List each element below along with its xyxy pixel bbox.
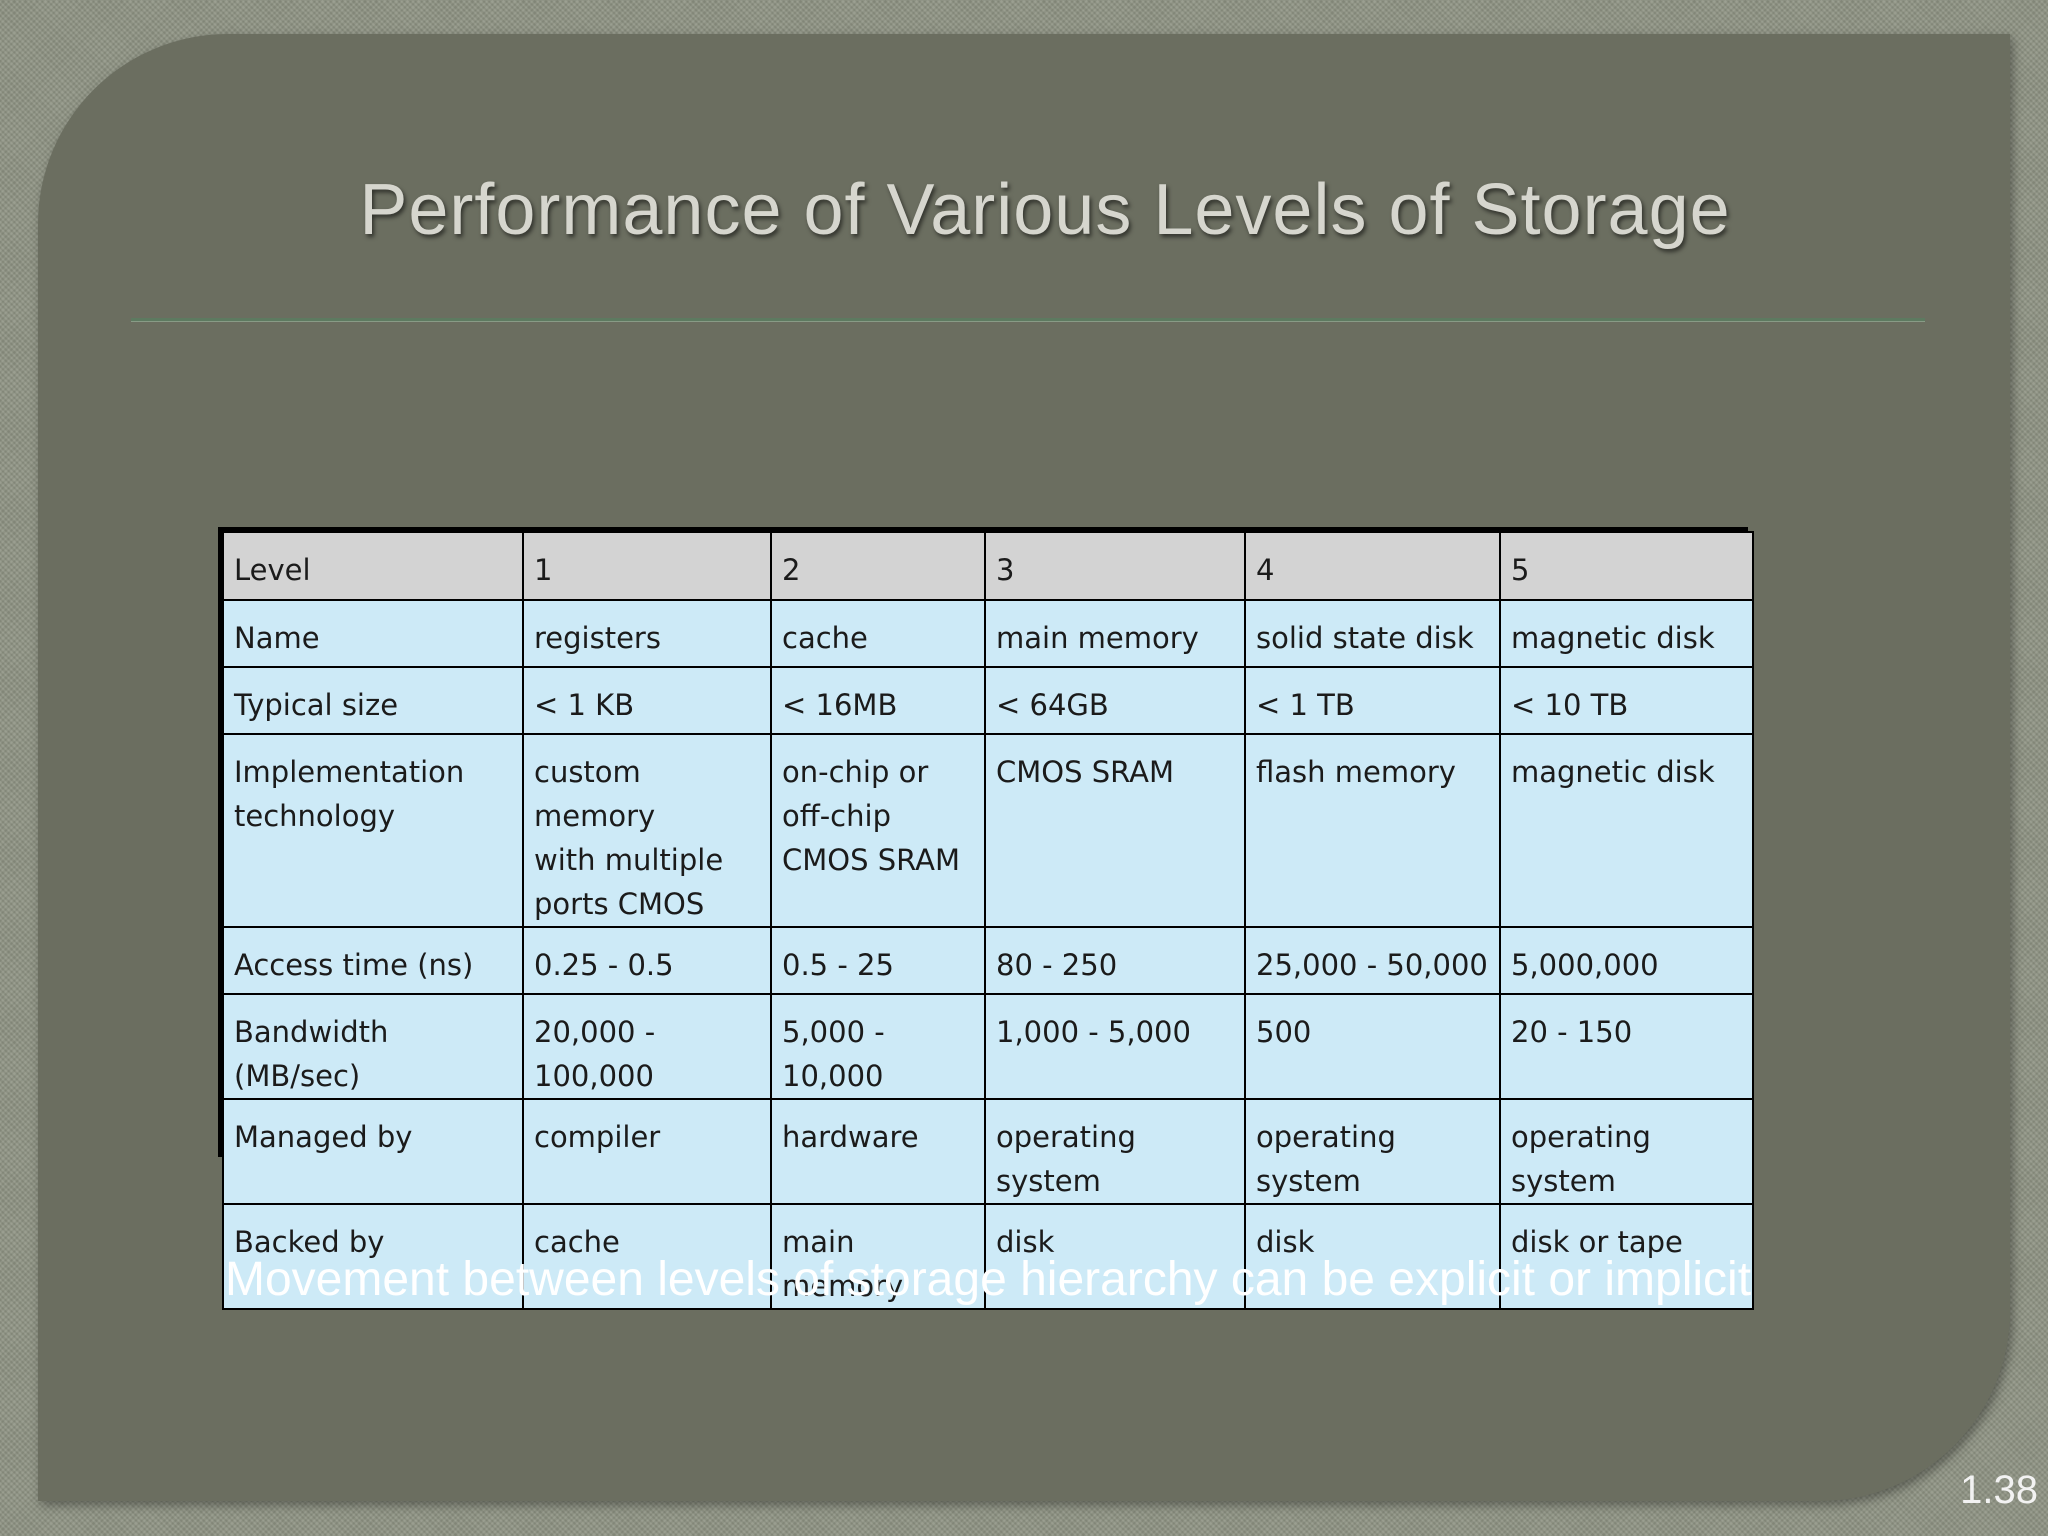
row-label-cell: Bandwidth (MB/sec) bbox=[222, 993, 524, 1100]
table-cell: 80 - 250 bbox=[984, 926, 1246, 995]
row-label-cell: Name bbox=[222, 599, 524, 668]
table-cell: disk bbox=[984, 1203, 1246, 1310]
table-cell: hardware bbox=[770, 1098, 986, 1205]
table-cell: 20,000 - 100,000 bbox=[522, 993, 772, 1100]
table-cell: operating system bbox=[984, 1098, 1246, 1205]
table-cell: operating system bbox=[1244, 1098, 1501, 1205]
table-cell: 5,000,000 bbox=[1499, 926, 1754, 995]
table-cell: solid state disk bbox=[1244, 599, 1501, 668]
table-cell: cache bbox=[770, 599, 986, 668]
table-row: Implementation technology custom memory … bbox=[222, 733, 1754, 928]
table-cell: operating system bbox=[1499, 1098, 1754, 1205]
row-label-cell: Implementation technology bbox=[222, 733, 524, 928]
table-row: Typical size < 1 KB < 16MB < 64GB < 1 TB… bbox=[222, 666, 1754, 735]
table-cell: flash memory bbox=[1244, 733, 1501, 928]
footnote-text: Movement between levels of storage hiera… bbox=[225, 1253, 1752, 1306]
table-cell: main memory bbox=[770, 1203, 986, 1310]
header-cell: 3 bbox=[984, 531, 1246, 601]
table-cell: compiler bbox=[522, 1098, 772, 1205]
storage-performance-table: Level 1 2 3 4 5 Name registers cache mai… bbox=[222, 531, 1754, 1310]
table-header-row: Level 1 2 3 4 5 bbox=[222, 531, 1754, 601]
table-cell: registers bbox=[522, 599, 772, 668]
table-cell: < 16MB bbox=[770, 666, 986, 735]
table-cell: 25,000 - 50,000 bbox=[1244, 926, 1501, 995]
storage-table-frame: Level 1 2 3 4 5 Name registers cache mai… bbox=[218, 527, 1754, 1310]
table-cell: cache bbox=[522, 1203, 772, 1310]
table-row: Bandwidth (MB/sec) 20,000 - 100,000 5,00… bbox=[222, 993, 1754, 1100]
row-label-cell: Managed by bbox=[222, 1098, 524, 1205]
table-cell: custom memory with multiple ports CMOS bbox=[522, 733, 772, 928]
row-label-cell: Backed by bbox=[222, 1203, 524, 1310]
table-cell: 500 bbox=[1244, 993, 1501, 1100]
table-cell: main memory bbox=[984, 599, 1246, 668]
slide-number: 1.38 bbox=[1960, 1468, 2038, 1512]
header-cell: Level bbox=[222, 531, 524, 601]
header-cell: 1 bbox=[522, 531, 772, 601]
table-cell: < 1 TB bbox=[1244, 666, 1501, 735]
table-cell: magnetic disk bbox=[1499, 599, 1754, 668]
table-cell: < 64GB bbox=[984, 666, 1246, 735]
table-row: Managed by compiler hardware operating s… bbox=[222, 1098, 1754, 1205]
table-row: Backed by cache main memory disk disk di… bbox=[222, 1203, 1754, 1310]
table-cell: magnetic disk bbox=[1499, 733, 1754, 928]
table-cell: disk or tape bbox=[1499, 1203, 1754, 1310]
header-cell: 2 bbox=[770, 531, 986, 601]
table-cell: disk bbox=[1244, 1203, 1501, 1310]
header-cell: 4 bbox=[1244, 531, 1501, 601]
title-divider bbox=[131, 318, 1925, 322]
table-row: Name registers cache main memory solid s… bbox=[222, 599, 1754, 668]
table-cell: on-chip or off-chip CMOS SRAM bbox=[770, 733, 986, 928]
table-cell: 5,000 - 10,000 bbox=[770, 993, 986, 1100]
table-row: Access time (ns) 0.25 - 0.5 0.5 - 25 80 … bbox=[222, 926, 1754, 995]
table-cell: CMOS SRAM bbox=[984, 733, 1246, 928]
table-cell: < 1 KB bbox=[522, 666, 772, 735]
row-label-cell: Access time (ns) bbox=[222, 926, 524, 995]
table-cell: 0.25 - 0.5 bbox=[522, 926, 772, 995]
table-cell: < 10 TB bbox=[1499, 666, 1754, 735]
table-cell: 1,000 - 5,000 bbox=[984, 993, 1246, 1100]
slide-title: Performance of Various Levels of Storage bbox=[359, 170, 1731, 250]
row-label-cell: Typical size bbox=[222, 666, 524, 735]
header-cell: 5 bbox=[1499, 531, 1754, 601]
table-cell: 0.5 - 25 bbox=[770, 926, 986, 995]
table-cell: 20 - 150 bbox=[1499, 993, 1754, 1100]
